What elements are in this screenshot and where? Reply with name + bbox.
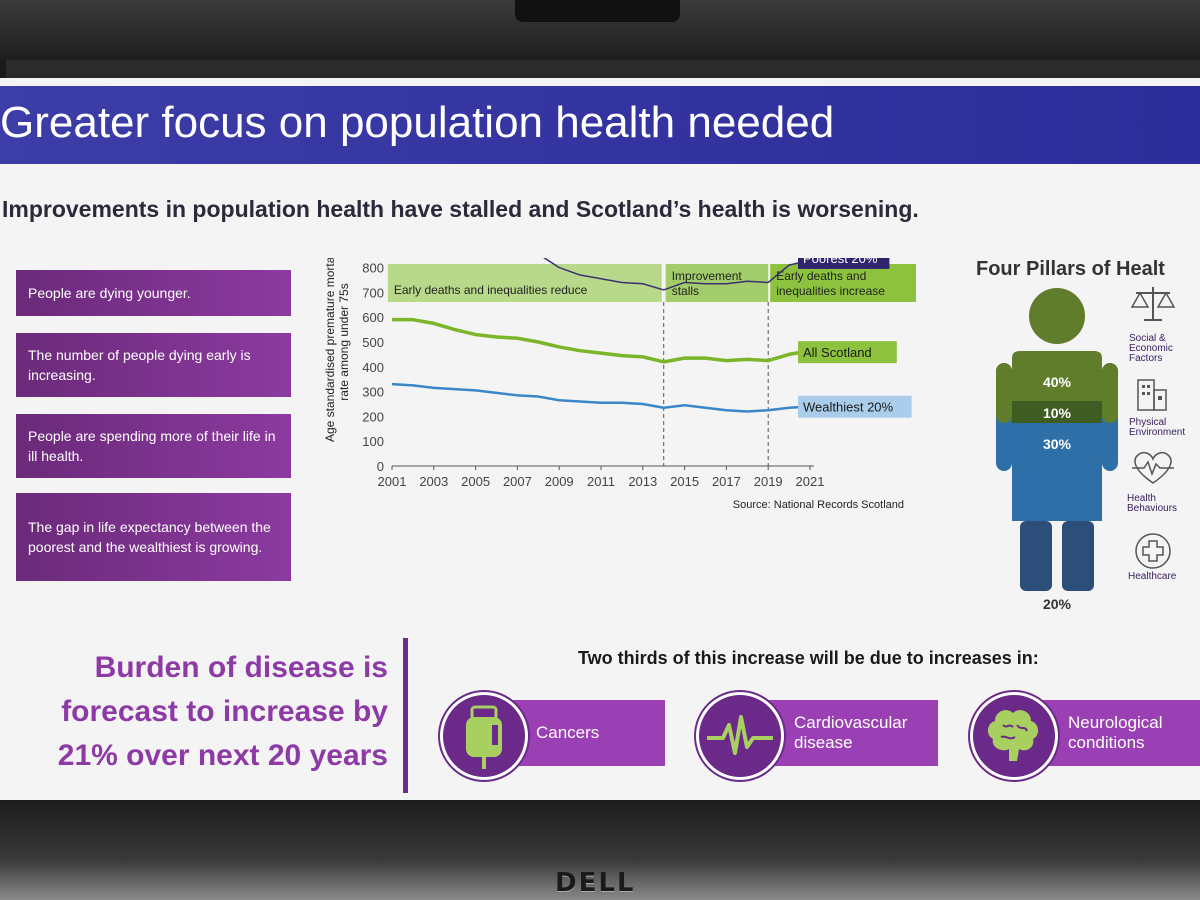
x-tick-label: 2011 (587, 474, 615, 489)
x-tick-label: 2019 (754, 474, 783, 489)
pct-environment: 10% (1043, 405, 1072, 421)
statement-text: People are dying younger. (28, 285, 191, 301)
pct-healthcare: 20% (1043, 596, 1072, 612)
dell-logo: DELL (555, 868, 636, 898)
condition-icon-badge (440, 692, 528, 780)
slide-subtitle: Improvements in population health have s… (2, 196, 919, 222)
divider-line (403, 638, 408, 793)
period-band (387, 264, 662, 302)
slide-title: Greater focus on population health neede… (0, 98, 835, 147)
iv-bag-icon (466, 705, 502, 769)
torso-behaviours (1012, 423, 1102, 521)
statement-box: The gap in life expectancy between the p… (16, 493, 291, 581)
pillar-label-environment: Physical Environment (1129, 417, 1186, 438)
pct-behaviours: 30% (1043, 436, 1072, 452)
condition-label: Cardiovascular disease (794, 713, 908, 752)
mortality-line-chart: Early deaths and inequalities reduce Impr… (323, 258, 916, 511)
left-arm-upper (996, 363, 1012, 423)
pillar-label-social: Social & Economic Factors (1129, 333, 1173, 364)
x-tick-label: 2007 (503, 474, 532, 489)
monitor-bezel-bottom (0, 800, 1200, 900)
period-band (770, 264, 916, 302)
series-label: All Scotland (803, 345, 872, 360)
y-tick-label: 800 (362, 261, 384, 276)
brain-icon (987, 710, 1039, 761)
person-figure: 40% 10% 30% 20% (996, 288, 1118, 612)
x-tick-label: 2013 (628, 474, 657, 489)
burden-statement: Burden of disease is forecast to increas… (57, 651, 388, 772)
period-label: stalls (672, 284, 699, 298)
x-tick-label: 2015 (670, 474, 699, 489)
scales-icon (1130, 287, 1176, 321)
medical-cross-icon (1135, 533, 1171, 569)
statement-text: The gap in life expectancy between the p… (28, 519, 271, 555)
period-label: Early deaths and inequalities reduce (394, 283, 588, 297)
x-tick-label: 2005 (461, 474, 490, 489)
pillar-label-healthcare: Healthcare (1128, 571, 1177, 582)
increase-heading: Two thirds of this increase will be due … (578, 648, 1039, 668)
y-tick-label: 700 (362, 285, 384, 300)
statement-box: The number of people dying early is incr… (16, 333, 291, 397)
series-label-bg (798, 341, 897, 364)
period-label: inequalities increase (776, 284, 885, 298)
y-tick-label: 500 (362, 335, 384, 350)
y-tick-label: 400 (362, 360, 384, 375)
heartbeat-icon (1132, 452, 1174, 484)
x-tick-label: 2003 (419, 474, 448, 489)
x-tick-label: 2017 (712, 474, 741, 489)
slide: Greater focus on population health neede… (0, 78, 1200, 802)
x-tick-label: 2021 (796, 474, 825, 489)
period-label: Early deaths and (776, 269, 866, 283)
series-line (543, 258, 811, 291)
y-tick-label: 0 (377, 459, 384, 474)
title-bar: Greater focus on population health neede… (0, 86, 1200, 164)
condition-icon-badge (696, 692, 784, 780)
statement-box: People are dying younger. (16, 270, 291, 316)
period-label: Improvement (672, 269, 743, 283)
condition-icon-badge (970, 692, 1058, 780)
statement-box: People are spending more of their life i… (16, 414, 291, 478)
building-icon (1137, 379, 1167, 411)
pct-social: 40% (1043, 374, 1072, 390)
x-tick-label: 2009 (545, 474, 574, 489)
right-leg (1062, 521, 1094, 591)
webcam-housing (515, 0, 680, 22)
torso-social (1012, 351, 1102, 401)
statement-text: People are spending more of their life i… (28, 428, 276, 464)
statement-text: The number of people dying early is incr… (28, 347, 251, 383)
y-tick-label: 200 (362, 409, 384, 424)
ecg-icon (707, 715, 773, 755)
chart-source: Source: National Records Scotland (733, 499, 904, 511)
y-axis-label: Age standardised premature mortality (323, 258, 337, 442)
right-arm-upper (1102, 363, 1118, 423)
pillar-label-behaviours: Health Behaviours (1127, 493, 1178, 514)
series-line (392, 317, 811, 364)
series-line (391, 382, 811, 413)
torso-environment (1012, 401, 1102, 423)
y-tick-label: 600 (362, 310, 384, 325)
condition-label: Neurological conditions (1068, 713, 1163, 752)
series-label: Poorest 20% (803, 258, 878, 266)
person-head (1029, 288, 1085, 344)
left-leg (1020, 521, 1052, 591)
y-tick-label: 300 (362, 385, 384, 400)
y-tick-label: 100 (362, 434, 384, 449)
series-label: Wealthiest 20% (803, 400, 894, 415)
condition-label: Cancers (536, 723, 600, 742)
x-tick-label: 2001 (378, 474, 407, 489)
series-label-bg (798, 395, 912, 418)
y-axis-label: rate among under 75s (337, 283, 351, 400)
series-label-bg (798, 258, 890, 269)
pillars-title: Four Pillars of Healt (976, 258, 1165, 280)
